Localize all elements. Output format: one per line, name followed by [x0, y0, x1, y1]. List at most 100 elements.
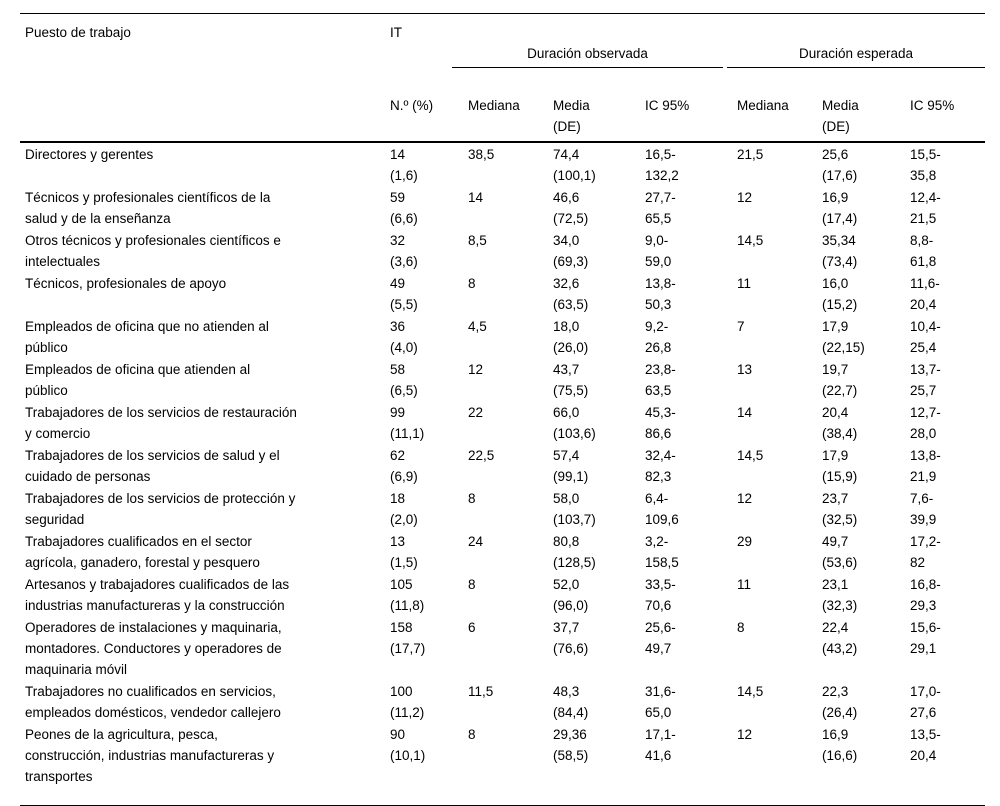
cell-obs-ic: 45,3- 86,6: [645, 405, 676, 441]
cell-obs-media: 74,4 (100,1): [545, 141, 640, 186]
table-row: Directores y gerentes 14 (1,6) 38,5 74,4…: [20, 141, 986, 186]
table-row: Artesanos y trabajadores cualificados de…: [20, 573, 985, 616]
cell-it: 14 (1,6): [385, 141, 452, 186]
cell-obs-mediana: 38,5: [452, 141, 545, 186]
cell-it: 18 (2,0): [390, 491, 418, 527]
cell-it: 59 (6,6): [390, 190, 418, 226]
table-row: Trabajadores cualificados en el sector a…: [20, 530, 985, 573]
table-body: Directores y gerentes 14 (1,6) 38,5 74,4…: [20, 141, 986, 806]
table-row: Técnicos, profesionales de apoyo 49 (5,5…: [20, 272, 985, 315]
cell-esp-mediana: 11: [737, 577, 752, 592]
cell-esp-ic: 17,0- 27,6: [910, 684, 941, 720]
cell-obs-media: 58,0 (103,7): [553, 491, 596, 527]
cell-obs-ic: 16,5- 132,2: [640, 141, 726, 186]
cell-obs-ic: 9,2- 26,8: [645, 319, 672, 355]
cell-esp-media: 19,7 (22,7): [822, 362, 858, 398]
cell-puesto: Técnicos y profesionales científicos de …: [25, 190, 271, 226]
cell-esp-media: 23,1 (32,3): [822, 577, 858, 613]
cell-esp-ic: 13,7- 25,7: [910, 362, 941, 398]
cell-esp-ic: 15,6- 29,1: [910, 620, 941, 656]
cell-it: 49 (5,5): [390, 276, 418, 312]
cell-esp-media: 20,4 (38,4): [822, 405, 858, 441]
table-row: Técnicos y profesionales científicos de …: [20, 186, 985, 229]
cell-puesto: Trabajadores de los servicios de protecc…: [25, 491, 296, 527]
cell-obs-ic: 33,5- 70,6: [645, 577, 676, 613]
cell-esp-ic: 13,5- 20,4: [910, 727, 941, 763]
cell-esp-mediana: 29: [737, 534, 753, 549]
cell-obs-mediana: 4,5: [468, 319, 487, 334]
cell-obs-mediana: 24: [468, 534, 484, 549]
cell-obs-media: 18,0 (26,0): [553, 319, 589, 355]
column-header-obs-mediana: Mediana: [468, 98, 520, 113]
cell-obs-ic: 25,6- 49,7: [645, 620, 676, 656]
table-row: Peones de la agricultura, pesca, constru…: [20, 723, 985, 806]
cell-esp-ic: 13,8- 21,9: [910, 448, 941, 484]
cell-puesto: Empleados de oficina que no atienden al …: [25, 319, 269, 355]
cell-esp-mediana: 12: [737, 727, 753, 742]
cell-obs-mediana: 22: [468, 405, 484, 420]
cell-puesto: Trabajadores no cualificados en servicio…: [25, 684, 281, 720]
cell-obs-media: 29,36 (58,5): [553, 727, 589, 763]
column-header-esp-ic95: IC 95%: [910, 98, 955, 113]
cell-obs-media: 66,0 (103,6): [553, 405, 596, 441]
cell-puesto: Directores y gerentes: [20, 141, 385, 186]
cell-puesto: Artesanos y trabajadores cualificados de…: [25, 577, 290, 613]
cell-obs-mediana: 8: [468, 491, 476, 506]
cell-obs-ic: 9,0- 59,0: [645, 233, 672, 269]
table-header: Puesto de trabajo IT Duración observada …: [20, 14, 986, 143]
cell-esp-ic: 12,7- 28,0: [910, 405, 941, 441]
group-header-duracion-esperada: Duración esperada: [725, 14, 986, 90]
cell-esp-media: 35,34 (73,4): [822, 233, 858, 269]
cell-esp-mediana: 14: [737, 405, 753, 420]
cell-obs-ic: 32,4- 82,3: [645, 448, 676, 484]
cell-obs-mediana: 8,5: [468, 233, 487, 248]
cell-obs-media: 46,6 (72,5): [553, 190, 589, 226]
cell-it: 62 (6,9): [390, 448, 418, 484]
header-sub-row: N.º (%) Mediana Media (DE) IC 95% Median…: [20, 89, 985, 142]
group-header-duracion-observada-label: Duración observada: [452, 35, 724, 68]
cell-obs-ic: 23,8- 63,5: [645, 362, 676, 398]
cell-it: 100 (11,2): [390, 684, 425, 720]
cell-esp-mediana: 7: [737, 319, 745, 334]
cell-esp-ic: 12,4- 21,5: [910, 190, 941, 226]
cell-obs-mediana: 6: [468, 620, 476, 635]
cell-obs-ic: 13,8- 50,3: [645, 276, 676, 312]
cell-puesto: Operadores de instalaciones y maquinaria…: [25, 620, 282, 677]
cell-puesto: Trabajadores de los servicios de restaur…: [25, 405, 297, 441]
column-header-obs-ic95: IC 95%: [645, 98, 690, 113]
cell-obs-media: 43,7 (75,5): [553, 362, 589, 398]
table-row: Empleados de oficina que atienden al púb…: [20, 358, 985, 401]
table-row: Trabajadores de los servicios de salud y…: [20, 444, 985, 487]
cell-esp-ic: 17,2- 82: [910, 534, 941, 570]
cell-esp-media: 22,3 (26,4): [822, 684, 858, 720]
cell-puesto: Empleados de oficina que atienden al púb…: [25, 362, 251, 398]
cell-it: 90 (10,1): [390, 727, 426, 763]
cell-esp-media: 22,4 (43,2): [822, 620, 858, 656]
table-row: Trabajadores no cualificados en servicio…: [20, 680, 985, 723]
cell-esp-ic: 8,8- 61,8: [910, 233, 937, 269]
cell-esp-ic: 16,8- 29,3: [910, 577, 941, 613]
cell-obs-media: 34,0 (69,3): [553, 233, 589, 269]
cell-esp-ic: 7,6- 39,9: [910, 491, 937, 527]
table-row: Trabajadores de los servicios de restaur…: [20, 401, 985, 444]
cell-esp-media: 16,0 (15,2): [822, 276, 858, 312]
cell-obs-media: 52,0 (96,0): [553, 577, 589, 613]
cell-it: 158 (17,7): [390, 620, 426, 656]
cell-esp-media: 17,9 (22,15): [822, 319, 865, 355]
cell-obs-mediana: 11,5: [468, 684, 494, 699]
cell-esp-mediana: 14,5: [737, 233, 764, 248]
cell-it: 36 (4,0): [390, 319, 418, 355]
cell-esp-ic: 10,4- 25,4: [910, 319, 941, 355]
cell-esp-mediana: 13: [737, 362, 753, 377]
cell-obs-media: 80,8 (128,5): [553, 534, 596, 570]
table-row: Otros técnicos y profesionales científic…: [20, 229, 985, 272]
cell-obs-ic: 17,1- 41,6: [645, 727, 676, 763]
cell-esp-media: 16,9 (16,6): [822, 727, 858, 763]
cell-esp-mediana: 14,5: [737, 684, 764, 699]
cell-esp-mediana: 8: [737, 620, 745, 635]
cell-puesto: Trabajadores cualificados en el sector a…: [25, 534, 260, 570]
cell-obs-ic: 27,7- 65,5: [645, 190, 676, 226]
cell-obs-mediana: 8: [468, 727, 476, 742]
group-header-duracion-esperada-label: Duración esperada: [727, 35, 986, 68]
cell-obs-ic: 3,2- 158,5: [645, 534, 679, 570]
